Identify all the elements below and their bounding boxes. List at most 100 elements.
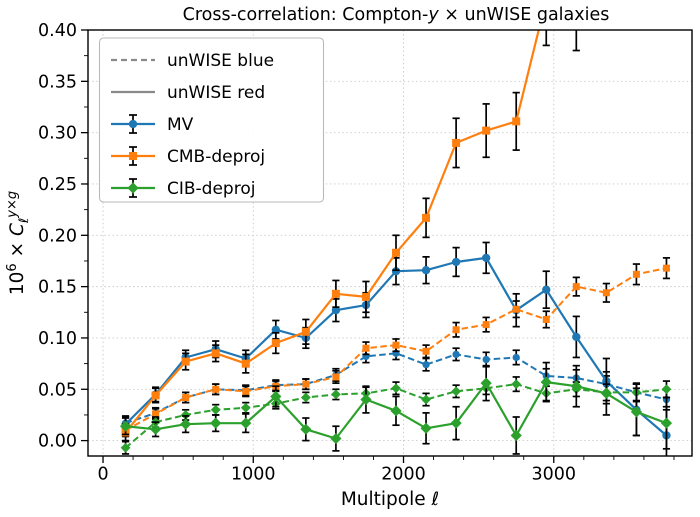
ylabel-superscript: y×g xyxy=(5,191,20,219)
legend-marker-diamond xyxy=(127,182,139,194)
data-point-marker xyxy=(422,213,431,222)
data-point-marker xyxy=(390,405,402,417)
data-point-marker xyxy=(510,429,522,442)
data-point-marker xyxy=(271,325,280,334)
data-point-marker xyxy=(392,248,401,257)
data-point-marker xyxy=(119,420,132,432)
data-point-marker xyxy=(421,394,431,405)
data-point-marker xyxy=(450,417,462,429)
data-point-marker xyxy=(300,392,311,403)
x-tick-label: 0 xyxy=(97,465,108,485)
ylabel-mantissa: 10 xyxy=(7,272,28,296)
xlabel-text: Multipole xyxy=(341,489,432,510)
legend-label: unWISE red xyxy=(167,83,265,103)
y-tick-label: 0.20 xyxy=(38,226,77,246)
data-point-marker xyxy=(120,442,131,453)
data-point-marker xyxy=(542,315,550,323)
data-point-marker xyxy=(152,410,160,418)
data-point-marker xyxy=(602,289,610,297)
data-point-marker xyxy=(451,386,462,397)
data-point-marker xyxy=(660,417,673,429)
x-tick-label: 3000 xyxy=(531,465,576,485)
y-tick-label: 0.25 xyxy=(38,175,77,195)
data-point-marker xyxy=(151,391,160,400)
data-point-marker xyxy=(150,423,162,435)
series-cib-deproj-unwise-red xyxy=(119,361,673,455)
legend-entry: CMB-deproj xyxy=(111,146,265,167)
data-point-marker xyxy=(362,344,370,352)
data-point-marker xyxy=(512,305,520,313)
series-line xyxy=(124,30,540,434)
x-axis-label: Multipole ℓ xyxy=(341,489,439,510)
data-point-marker xyxy=(661,384,672,395)
legend: unWISE blue unWISE red MV CMB-deproj CIB-dep… xyxy=(98,37,325,203)
data-point-marker xyxy=(420,422,432,434)
ylabel-exponent: 6 xyxy=(5,263,20,271)
y-tick-label: 0.30 xyxy=(38,124,77,144)
data-point-marker xyxy=(662,264,670,272)
legend-entry: CIB-deproj xyxy=(111,178,255,199)
y-tick-label: 0.35 xyxy=(38,72,77,92)
data-point-marker xyxy=(452,350,460,359)
data-point-marker xyxy=(300,423,312,435)
data-point-marker xyxy=(452,138,461,147)
data-point-marker xyxy=(331,289,340,298)
data-point-marker xyxy=(331,389,341,400)
legend-entry: unWISE red xyxy=(111,83,265,103)
data-point-marker xyxy=(180,410,191,420)
data-point-marker xyxy=(181,357,190,366)
data-point-marker xyxy=(422,347,430,355)
legend-marker-square xyxy=(129,152,137,160)
data-point-marker xyxy=(421,266,431,275)
data-point-marker xyxy=(210,404,221,415)
y-tick-label: 0.10 xyxy=(38,329,77,349)
y-tick-label: 0.40 xyxy=(38,21,77,41)
data-point-marker xyxy=(542,285,551,294)
data-point-marker xyxy=(392,341,400,349)
y-tick-label: 0.00 xyxy=(38,432,77,452)
data-point-marker xyxy=(391,267,401,276)
data-point-marker xyxy=(600,387,612,399)
legend-entry: unWISE blue xyxy=(111,51,274,71)
ylabel-subscript: ℓ xyxy=(17,218,32,224)
data-point-marker xyxy=(540,376,552,388)
data-point-marker xyxy=(302,380,310,388)
data-point-marker xyxy=(630,406,643,418)
x-tick-label: 1000 xyxy=(231,465,276,485)
data-point-marker xyxy=(572,283,580,291)
data-point-marker xyxy=(480,377,492,389)
data-point-marker xyxy=(180,418,192,430)
data-point-marker xyxy=(241,359,250,368)
title-text: Cross-correlation: Compton- xyxy=(183,5,429,25)
legend-label: CIB-deproj xyxy=(167,179,255,199)
legend-label: unWISE blue xyxy=(167,51,274,71)
y-tick-label: 0.05 xyxy=(38,380,77,400)
data-point-marker xyxy=(331,306,341,315)
data-point-marker xyxy=(572,332,581,342)
data-point-marker xyxy=(271,339,280,348)
legend-label: MV xyxy=(167,115,194,135)
y-axis-label: 106 × Cℓy×g xyxy=(5,191,32,295)
data-point-marker xyxy=(361,292,370,301)
data-point-marker xyxy=(332,373,340,381)
legend-label: CMB-deproj xyxy=(167,147,265,167)
data-point-marker xyxy=(242,387,250,395)
data-point-marker xyxy=(182,393,190,401)
legend-marker-circle xyxy=(128,119,138,129)
data-point-marker xyxy=(211,349,220,358)
data-point-marker xyxy=(240,402,251,413)
y-tick-label: 0.15 xyxy=(38,278,77,298)
data-point-marker xyxy=(422,361,430,369)
data-point-marker xyxy=(482,126,491,135)
series-cmb-deproj-unwise-red xyxy=(121,30,580,442)
ylabel-times: × xyxy=(7,236,28,263)
plot-area xyxy=(119,30,673,456)
data-point-marker xyxy=(451,257,461,267)
data-point-marker xyxy=(240,417,252,429)
axis-ticks xyxy=(81,29,675,463)
data-point-marker xyxy=(270,390,282,403)
data-point-marker xyxy=(330,432,342,445)
data-point-marker xyxy=(482,321,490,329)
